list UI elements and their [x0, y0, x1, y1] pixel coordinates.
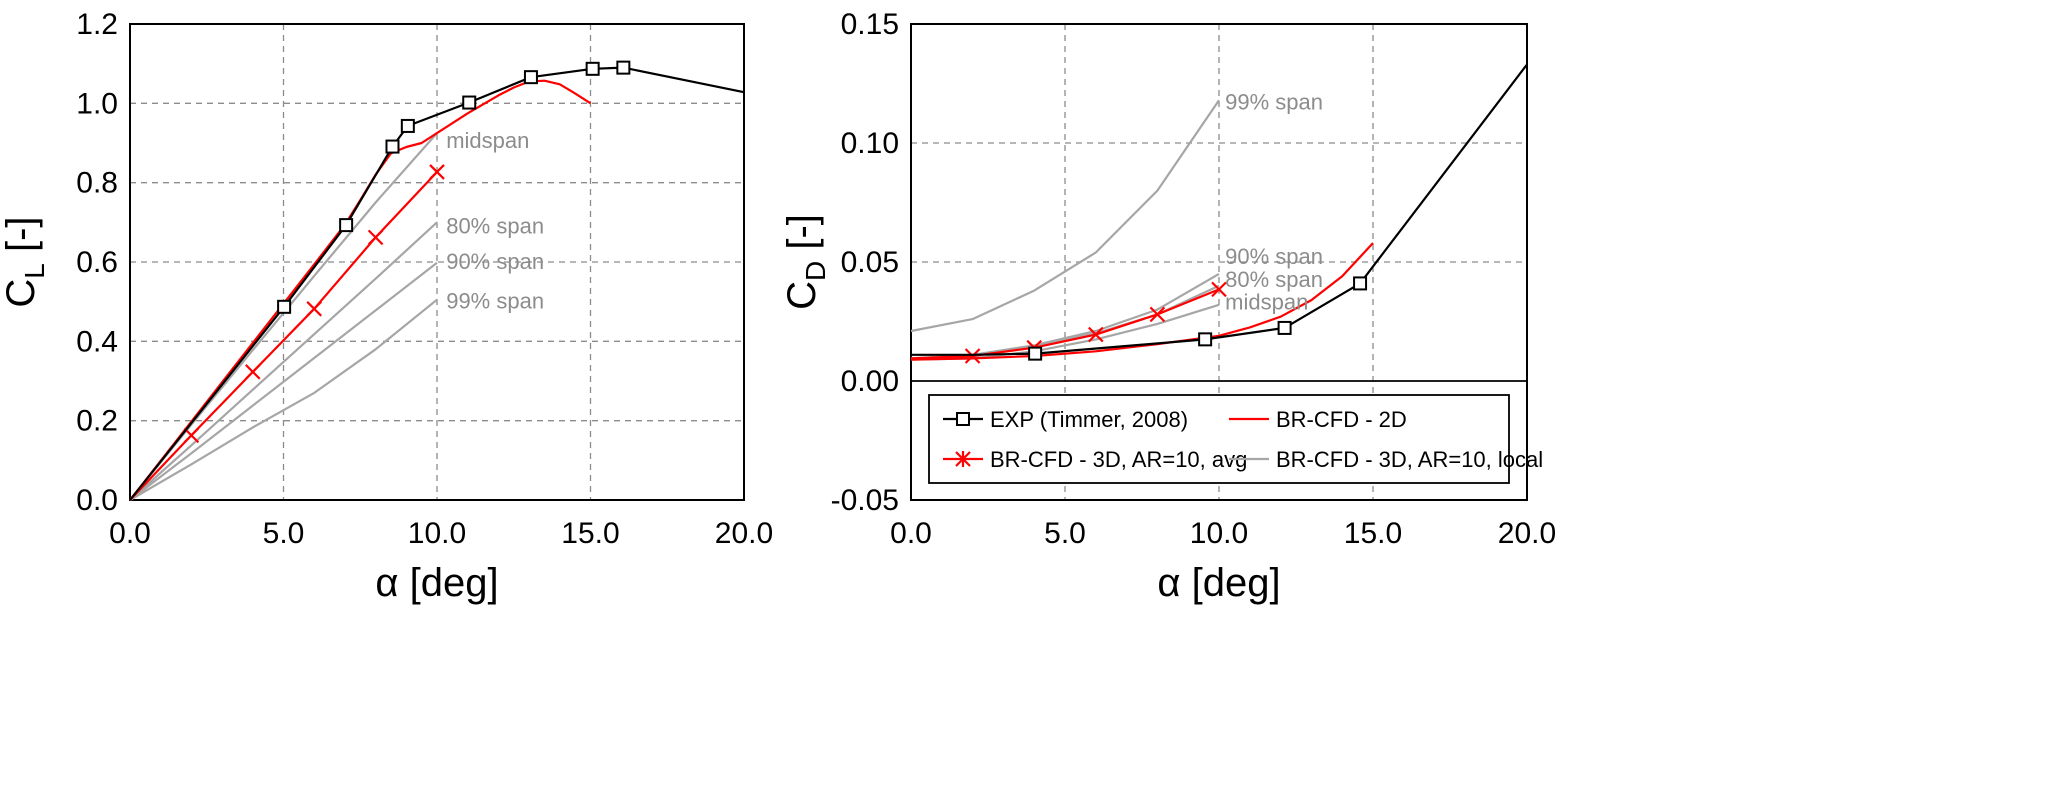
series-annotation: 99% span [1225, 90, 1323, 115]
drag-coefficient-chart: 0.0 5.0 10.0 15.0 20.0 -0.05 0.00 0.05 0.10 0.15 α… [780, 8, 1556, 605]
legend-marker [955, 451, 971, 467]
series-annotation: 99% span [446, 289, 544, 314]
y-tick-label: 0.0 [76, 484, 118, 517]
series-line-cfd3d [910, 288, 1220, 360]
data-point-cfd3d [183, 427, 200, 444]
series-annotation: 80% span [446, 213, 544, 238]
y-axis-label-main: C [0, 279, 43, 308]
data-point-exp [277, 299, 292, 314]
y-axis-label: CD [-] [780, 214, 831, 310]
data-point-cfd3d [367, 229, 384, 246]
x-tick-label: 20.0 [715, 517, 773, 550]
x-tick-label: 0.0 [890, 517, 932, 550]
data-point-exp [1028, 346, 1043, 361]
legend-label: BR-CFD - 2D [1276, 407, 1407, 432]
y-tick-label: 1.2 [76, 8, 118, 41]
legend-label: EXP (Timmer, 2008) [990, 407, 1188, 432]
legend-item: BR-CFD - 3D, AR=10, local [1229, 447, 1543, 472]
y-tick-label: 0.05 [841, 246, 899, 279]
data-point-cfd3d [429, 164, 445, 180]
y-axis-label-main: C [780, 281, 824, 310]
x-tick-label: 10.0 [1190, 517, 1248, 550]
y-axis-label-sub: D [800, 261, 831, 281]
y-tick-label: 0.10 [841, 127, 899, 160]
data-point-cfd3d [1149, 306, 1166, 323]
series-annotation: midspan [446, 128, 529, 153]
data-point-cfd3d [306, 301, 322, 317]
y-axis-label-unit: [-] [0, 216, 43, 263]
legend-box [928, 394, 1510, 484]
data-point-exp [523, 70, 538, 85]
x-tick-label: 0.0 [109, 517, 151, 550]
series-line-cfd2d [129, 79, 592, 501]
x-tick-label: 10.0 [408, 517, 466, 550]
data-point-cfd3d [1088, 326, 1104, 343]
y-axis-label: CL [-] [0, 216, 50, 307]
x-tick-label: 15.0 [561, 517, 619, 550]
legend-item: BR-CFD - 3D, AR=10, avg [943, 447, 1247, 472]
series-line-cfd3d [129, 171, 438, 501]
series-line-cfd2d [910, 242, 1374, 361]
legend-marker [956, 412, 970, 426]
x-axis-label: α [deg] [1157, 561, 1280, 605]
y-tick-label: 0.4 [76, 325, 118, 358]
legend-item: EXP (Timmer, 2008) [943, 407, 1188, 432]
y-tick-label: 0.15 [841, 8, 899, 41]
data-point-exp [585, 61, 600, 76]
legend-label: BR-CFD - 3D, AR=10, avg [990, 447, 1247, 472]
y-axis-label-unit: [-] [780, 214, 824, 261]
data-point-exp [462, 95, 477, 110]
data-point-cfd3d [964, 348, 981, 364]
series-annotation: 80% span [1225, 267, 1323, 292]
data-point-exp [400, 118, 415, 133]
series-line-local-90-span [129, 261, 438, 501]
y-tick-label: -0.05 [831, 484, 899, 517]
legend-item: BR-CFD - 2D [1229, 407, 1407, 432]
y-tick-label: 1.0 [76, 87, 118, 120]
x-tick-label: 5.0 [263, 517, 305, 550]
series-annotation: 90% span [446, 249, 544, 274]
y-tick-label: 0.6 [76, 246, 118, 279]
series-line-local-99-span [129, 298, 438, 501]
series-annotation: midspan [1225, 289, 1308, 314]
x-tick-label: 20.0 [1498, 517, 1556, 550]
data-point-exp [616, 60, 631, 75]
legend: EXP (Timmer, 2008) BR-CFD - 2D BR-CFD - 3D… [928, 394, 1543, 484]
data-point-cfd3d [1211, 281, 1227, 298]
y-tick-label: 0.00 [841, 365, 899, 398]
x-tick-label: 5.0 [1044, 517, 1086, 550]
data-point-exp [339, 218, 354, 233]
series-line-exp [129, 66, 745, 501]
data-point-exp [1198, 332, 1213, 347]
plot-frame [129, 23, 745, 501]
x-tick-label: 15.0 [1344, 517, 1402, 550]
y-axis-label-sub: L [19, 263, 50, 279]
plot-frame [910, 23, 1528, 501]
data-point-exp [385, 139, 400, 154]
lift-coefficient-chart: 0.0 5.0 10.0 15.0 20.0 0.0 0.2 0.4 0.6 0.8 1.0 1.2 α… [0, 8, 773, 605]
series-annotation: 90% span [1225, 244, 1323, 269]
x-axis-label: α [deg] [375, 561, 498, 605]
legend-label: BR-CFD - 3D, AR=10, local [1276, 447, 1543, 472]
data-point-exp [1277, 320, 1292, 335]
y-tick-label: 0.2 [76, 405, 118, 438]
series-line-local-99-span [910, 99, 1220, 333]
y-tick-label: 0.8 [76, 167, 118, 200]
series-line-local-80-span [129, 221, 438, 501]
data-point-cfd3d [245, 364, 261, 380]
data-point-exp [1353, 276, 1368, 291]
